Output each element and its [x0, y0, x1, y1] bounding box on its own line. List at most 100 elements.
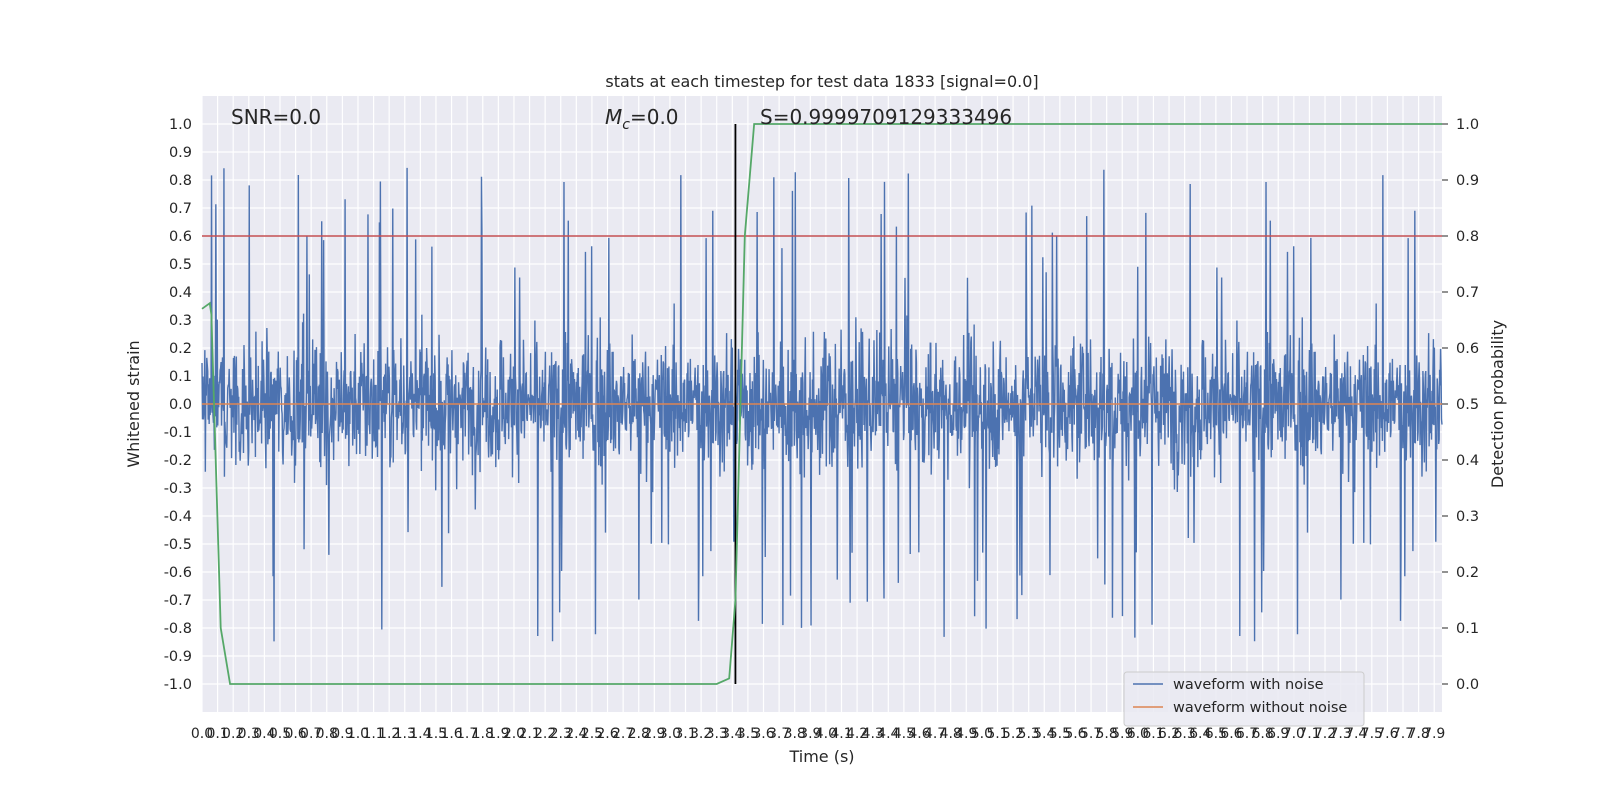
x-tick-label: 4.0: [815, 726, 837, 742]
y-tick-label: -0.9: [164, 649, 192, 665]
x-tick-label: 1.9: [487, 726, 509, 742]
x-tick-label: 7.2: [1314, 726, 1336, 742]
legend-box: [1123, 671, 1365, 727]
x-tick-label: 5.4: [1033, 726, 1055, 742]
y-right-tick-label: 0.1: [1456, 621, 1479, 637]
x-tick-label: 5.1: [986, 726, 1008, 742]
x-tick-label: 0.8: [316, 726, 338, 742]
x-tick-label: 0.7: [300, 726, 322, 742]
y-tick-label: 0.3: [169, 313, 192, 329]
y-tick-label: -0.1: [164, 425, 192, 441]
x-tick-label: 1.0: [347, 726, 369, 742]
x-tick-label: 0.1: [206, 726, 228, 742]
x-tick-label: 7.0: [1283, 726, 1305, 742]
x-tick-label: 1.3: [394, 726, 416, 742]
x-tick-label: 2.7: [612, 726, 634, 742]
x-tick-label: 2.8: [628, 726, 650, 742]
x-tick-label: 1.8: [472, 726, 494, 742]
x-tick-label: 3.5: [737, 726, 759, 742]
s-annotation: S=0.9999709129333496: [760, 105, 1012, 129]
x-tick-label: 4.3: [862, 726, 884, 742]
x-tick-label: 4.1: [830, 726, 852, 742]
x-tick-label: 0.9: [331, 726, 353, 742]
y-axis-label-right: Detection probability: [1488, 320, 1507, 488]
legend-label-noise: waveform with noise: [1173, 677, 1324, 693]
y-right-tick-label: 0.2: [1456, 565, 1479, 581]
x-tick-label: 2.5: [581, 726, 603, 742]
x-tick-label: 0.2: [222, 726, 244, 742]
y-right-tick-label: 0.7: [1456, 285, 1479, 301]
x-tick-label: 5.8: [1096, 726, 1118, 742]
x-tick-label: 4.8: [940, 726, 962, 742]
x-tick-label: 4.6: [908, 726, 930, 742]
x-tick-label: 3.8: [784, 726, 806, 742]
x-tick-label: 2.2: [534, 726, 556, 742]
x-tick-label: 4.2: [846, 726, 868, 742]
x-tick-label: 4.7: [924, 726, 946, 742]
x-tick-label: 6.1: [1142, 726, 1164, 742]
x-tick-label: 5.7: [1080, 726, 1102, 742]
x-tick-label: 0.6: [284, 726, 306, 742]
x-tick-label: 5.3: [1018, 726, 1040, 742]
x-tick-label: 6.2: [1158, 726, 1180, 742]
x-tick-label: 1.6: [440, 726, 462, 742]
x-tick-label: 2.1: [518, 726, 540, 742]
x-tick-label: 2.9: [643, 726, 665, 742]
series-detection-probability: [201, 123, 1442, 685]
x-tick-label: 2.3: [550, 726, 572, 742]
x-tick-label: 2.4: [565, 726, 587, 742]
x-tick-label: 7.9: [1423, 726, 1445, 742]
x-tick-label: 7.3: [1329, 726, 1351, 742]
x-tick-label: 1.2: [378, 726, 400, 742]
y-tick-label: 0.8: [169, 173, 192, 189]
y-ticks-left: 1.0 0.9 0.8 0.7 0.6 0.5 0.4 0.3 0.2 0.1 0.0 -0.1 -0.…: [164, 117, 192, 693]
x-tick-label: 0.3: [238, 726, 260, 742]
y-right-tick-label: 1.0: [1456, 117, 1479, 133]
y-right-tick-label: 0.4: [1456, 453, 1479, 469]
x-tick-label: 1.7: [456, 726, 478, 742]
x-tick-label: 0.4: [253, 726, 275, 742]
y-right-tick-label: 0.3: [1456, 509, 1479, 525]
mc-annotation: Mc=0.0: [605, 105, 679, 133]
y-tick-label: -0.6: [164, 565, 192, 581]
x-tick-label: 7.7: [1392, 726, 1414, 742]
x-tick-label: 3.1: [674, 726, 696, 742]
y-right-tick-label: 0.6: [1456, 341, 1479, 357]
y-tick-label: -0.5: [164, 537, 192, 553]
x-tick-label: 2.0: [503, 726, 525, 742]
x-tick-label: 0.5: [269, 726, 291, 742]
x-tick-label: 1.1: [362, 726, 384, 742]
y-tick-label: -0.2: [164, 453, 192, 469]
y-tick-label: 1.0: [169, 117, 192, 133]
x-tick-label: 5.5: [1049, 726, 1071, 742]
y-axis-label-left: Whitened strain: [124, 340, 143, 467]
x-tick-label: 7.1: [1298, 726, 1320, 742]
x-tick-label: 5.2: [1002, 726, 1024, 742]
y-right-tick-label: 0.9: [1456, 173, 1479, 189]
x-tick-label: 7.4: [1345, 726, 1367, 742]
x-tick-label: 5.0: [971, 726, 993, 742]
y-tick-label: 0.0: [169, 397, 192, 413]
x-tick-label: 6.4: [1189, 726, 1211, 742]
x-tick-label: 3.3: [706, 726, 728, 742]
x-tick-label: 4.5: [893, 726, 915, 742]
y-tick-label: 0.7: [169, 201, 192, 217]
x-tick-label: 6.7: [1236, 726, 1258, 742]
y-right-tick-label: 0.5: [1456, 397, 1479, 413]
legend-label-clean: waveform without noise: [1173, 700, 1347, 716]
y-tick-label: -0.4: [164, 509, 192, 525]
x-tick-label: 3.4: [721, 726, 743, 742]
x-tick-label: 4.4: [877, 726, 899, 742]
x-tick-label: 3.2: [690, 726, 712, 742]
x-tick-label: 6.6: [1220, 726, 1242, 742]
x-tick-label: 7.5: [1361, 726, 1383, 742]
y-tick-label: -0.3: [164, 481, 192, 497]
x-tick-label: 5.6: [1064, 726, 1086, 742]
x-tick-label: 5.9: [1111, 726, 1133, 742]
x-ticks: 0.00.10.20.30.40.50.60.70.80.91.01.11.21…: [191, 726, 1445, 742]
x-tick-label: 0.0: [191, 726, 213, 742]
y-right-tick-label: 0.0: [1456, 677, 1479, 693]
x-tick-label: 2.6: [596, 726, 618, 742]
x-tick-label: 6.8: [1251, 726, 1273, 742]
x-tick-label: 1.4: [409, 726, 431, 742]
